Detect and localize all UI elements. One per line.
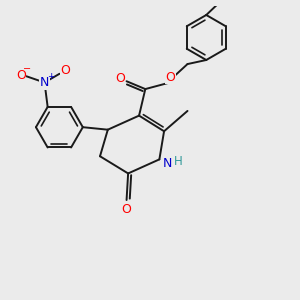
Text: O: O	[115, 72, 124, 85]
Text: O: O	[16, 69, 26, 82]
Text: H: H	[174, 155, 182, 168]
Text: +: +	[47, 72, 55, 81]
Text: O: O	[60, 64, 70, 77]
Text: N: N	[163, 157, 172, 169]
Text: N: N	[40, 76, 49, 89]
Text: −: −	[23, 64, 31, 74]
Text: O: O	[166, 71, 176, 84]
Text: O: O	[122, 203, 131, 216]
